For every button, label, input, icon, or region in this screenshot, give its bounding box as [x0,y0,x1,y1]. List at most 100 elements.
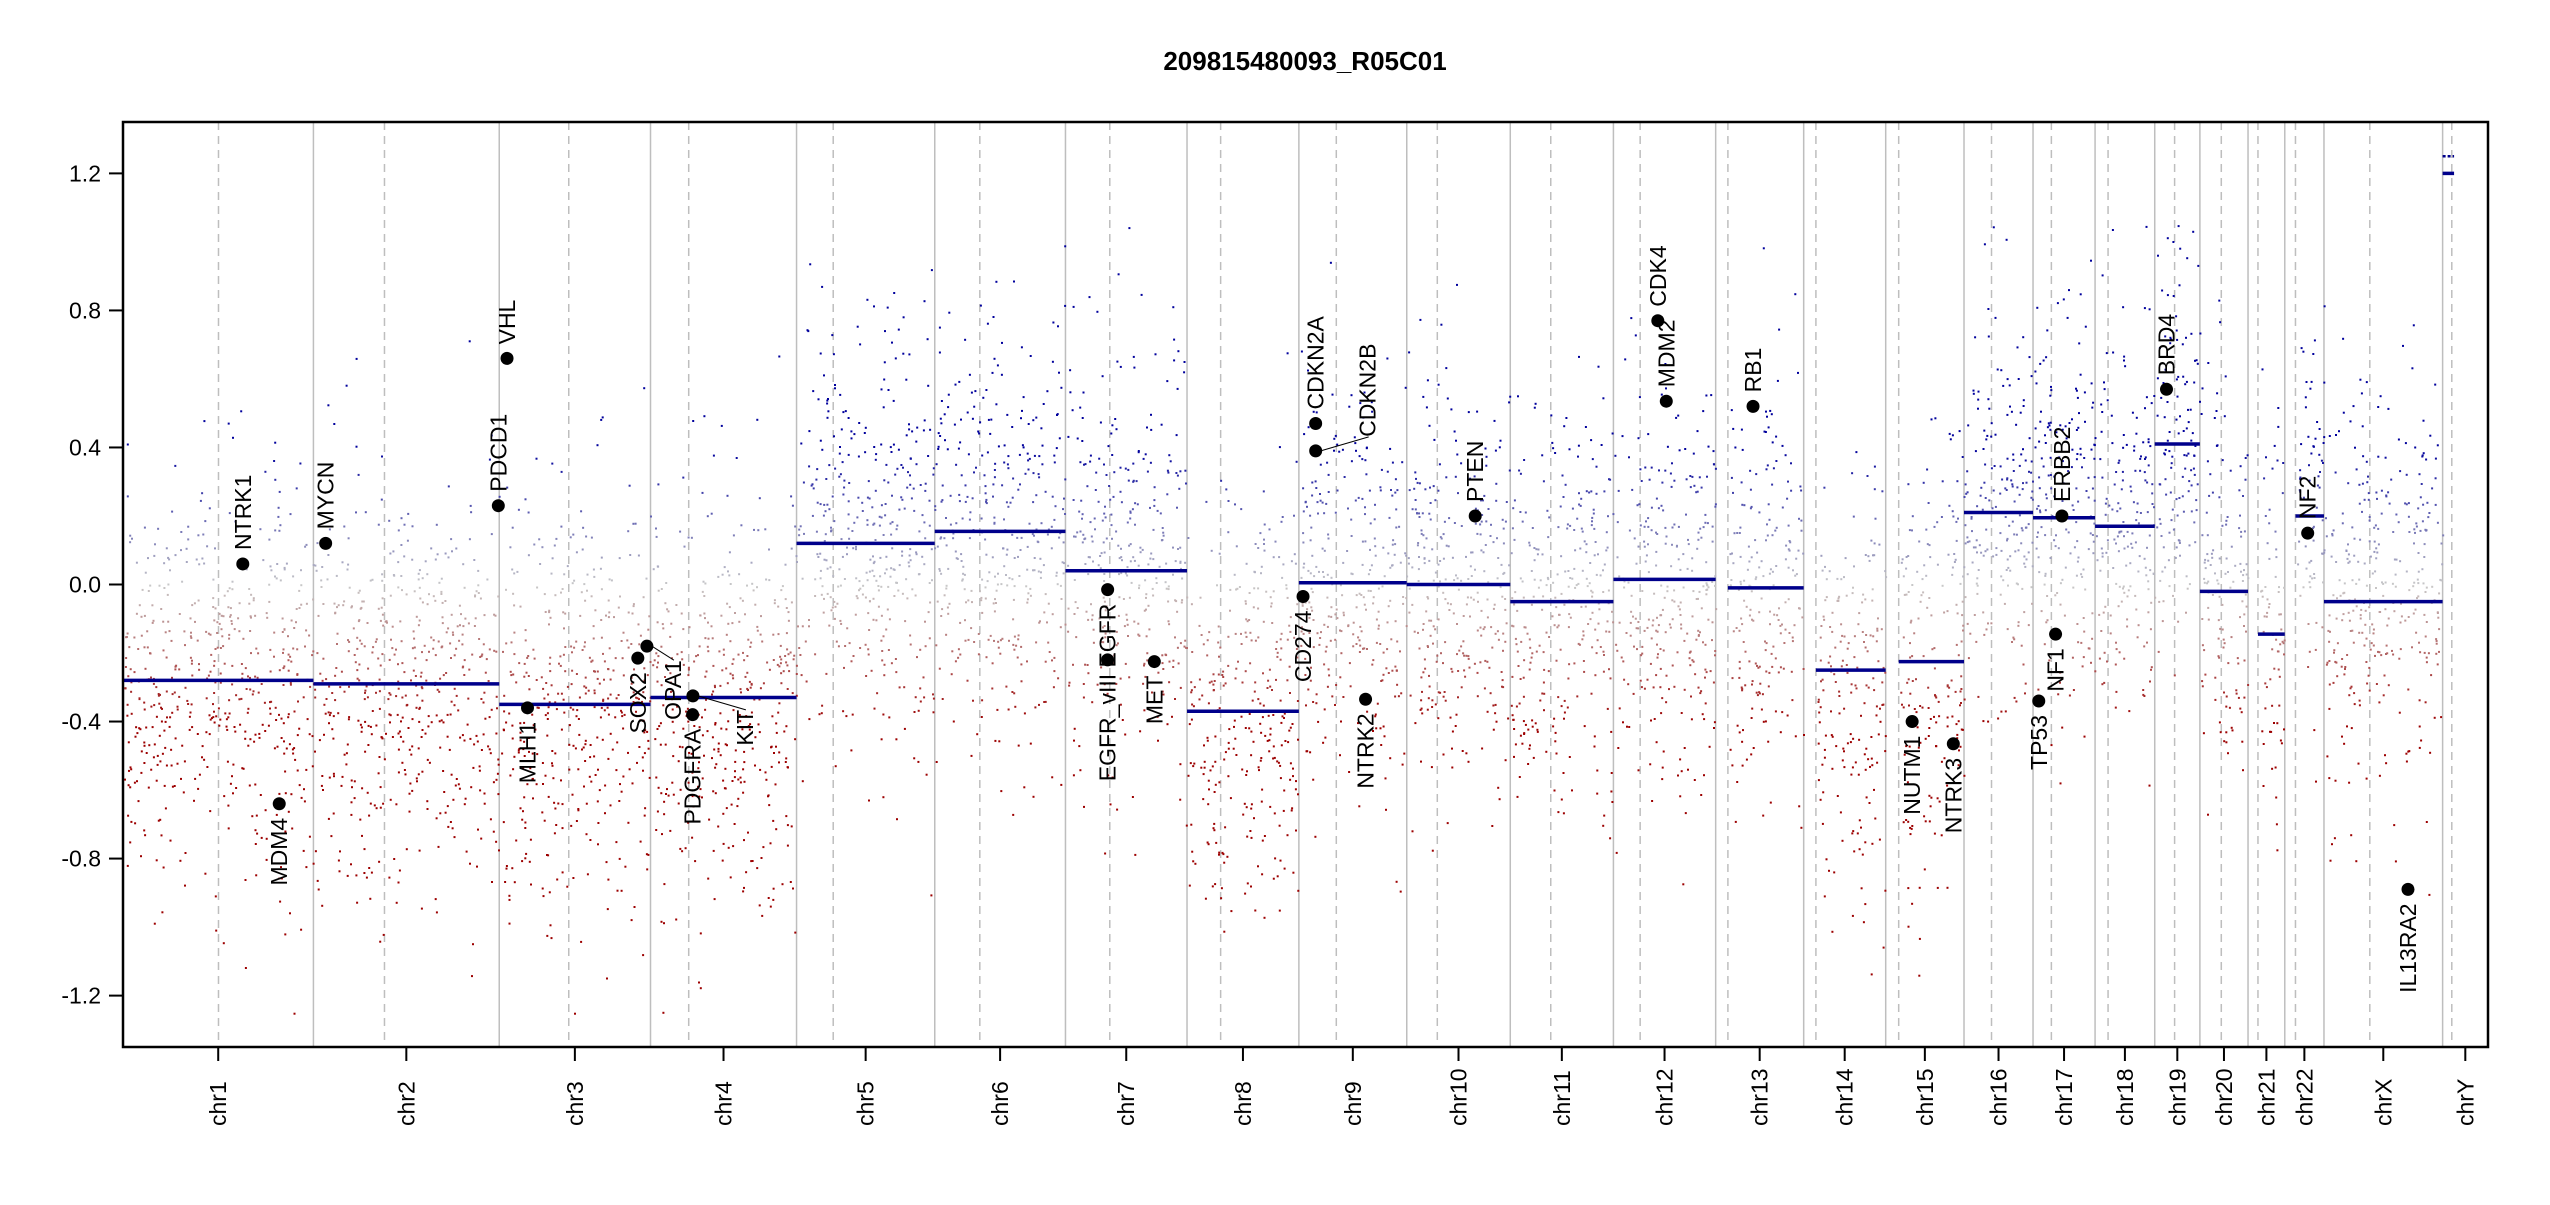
probe-point [308,635,310,637]
probe-point [1445,367,1447,369]
probe-point [144,709,146,711]
probe-point [1501,564,1503,566]
probe-point [445,672,447,674]
probe-point [1743,580,1745,582]
probe-point [149,652,151,654]
probe-point [248,603,250,605]
probe-point [1131,582,1133,584]
probe-point [1069,682,1071,684]
probe-point [1364,604,1366,606]
probe-point [958,494,960,496]
probe-point [438,641,440,643]
probe-point [778,665,780,667]
probe-point [145,572,147,574]
probe-point [1108,445,1110,447]
probe-point [505,589,507,591]
probe-point [1053,519,1055,521]
probe-point [830,566,832,568]
probe-point [905,379,907,381]
probe-point [1392,539,1394,541]
probe-point [1223,759,1225,761]
probe-point [214,660,216,662]
probe-point [1297,793,1299,795]
probe-point [321,586,323,588]
probe-point [1388,605,1390,607]
probe-point [1280,659,1282,661]
probe-point [1456,284,1458,286]
probe-point [234,628,236,630]
probe-point [1060,784,1062,786]
probe-point [163,587,165,589]
probe-point [548,706,550,708]
probe-point [1594,746,1596,748]
probe-point [1830,665,1832,667]
probe-point [512,738,514,740]
probe-point [1047,534,1049,536]
probe-point [381,499,383,501]
probe-point [1928,727,1930,729]
probe-point [586,590,588,592]
probe-point [277,516,279,518]
probe-point [1394,696,1396,698]
probe-point [1948,505,1950,507]
probe-point [378,772,380,774]
probe-point [1250,754,1252,756]
probe-point [1253,817,1255,819]
probe-point [826,504,828,506]
probe-point [283,665,285,667]
probe-point [221,628,223,630]
probe-point [825,478,827,480]
probe-point [1857,832,1859,834]
probe-point [1947,725,1949,727]
probe-point [1911,584,1913,586]
probe-point [1915,678,1917,680]
probe-point [1179,562,1181,564]
probe-point [1222,676,1224,678]
probe-point [156,716,158,718]
probe-point [1035,417,1037,419]
probe-point [896,468,898,470]
probe-point [1566,528,1568,530]
probe-point [935,644,937,646]
probe-point [1272,758,1274,760]
probe-point [670,623,672,625]
probe-point [401,762,403,764]
probe-point [920,701,922,703]
probe-point [1956,604,1958,606]
probe-point [555,538,557,540]
probe-point [1365,609,1367,611]
probe-point [1517,651,1519,653]
probe-point [585,693,587,695]
probe-point [358,592,360,594]
probe-point [277,746,279,748]
probe-point [143,702,145,704]
probe-point [1111,454,1113,456]
probe-point [917,761,919,763]
probe-point [458,640,460,642]
probe-point [1263,539,1265,541]
probe-point [1505,521,1507,523]
probe-point [249,689,251,691]
probe-point [1313,411,1315,413]
probe-point [255,874,257,876]
probe-point [1874,542,1876,544]
probe-point [1191,603,1193,605]
probe-point [178,696,180,698]
probe-point [1677,775,1679,777]
probe-point [1855,685,1857,687]
probe-point [562,827,564,829]
probe-point [1653,686,1655,688]
probe-point [1143,663,1145,665]
probe-point [1699,476,1701,478]
probe-point [1576,518,1578,520]
probe-point [464,740,466,742]
probe-point [1466,603,1468,605]
probe-point [154,923,156,925]
probe-point [1308,426,1310,428]
probe-point [1453,579,1455,581]
probe-point [380,665,382,667]
probe-point [1607,708,1609,710]
probe-point [1818,743,1820,745]
probe-point [1582,570,1584,572]
probe-point [794,526,796,528]
